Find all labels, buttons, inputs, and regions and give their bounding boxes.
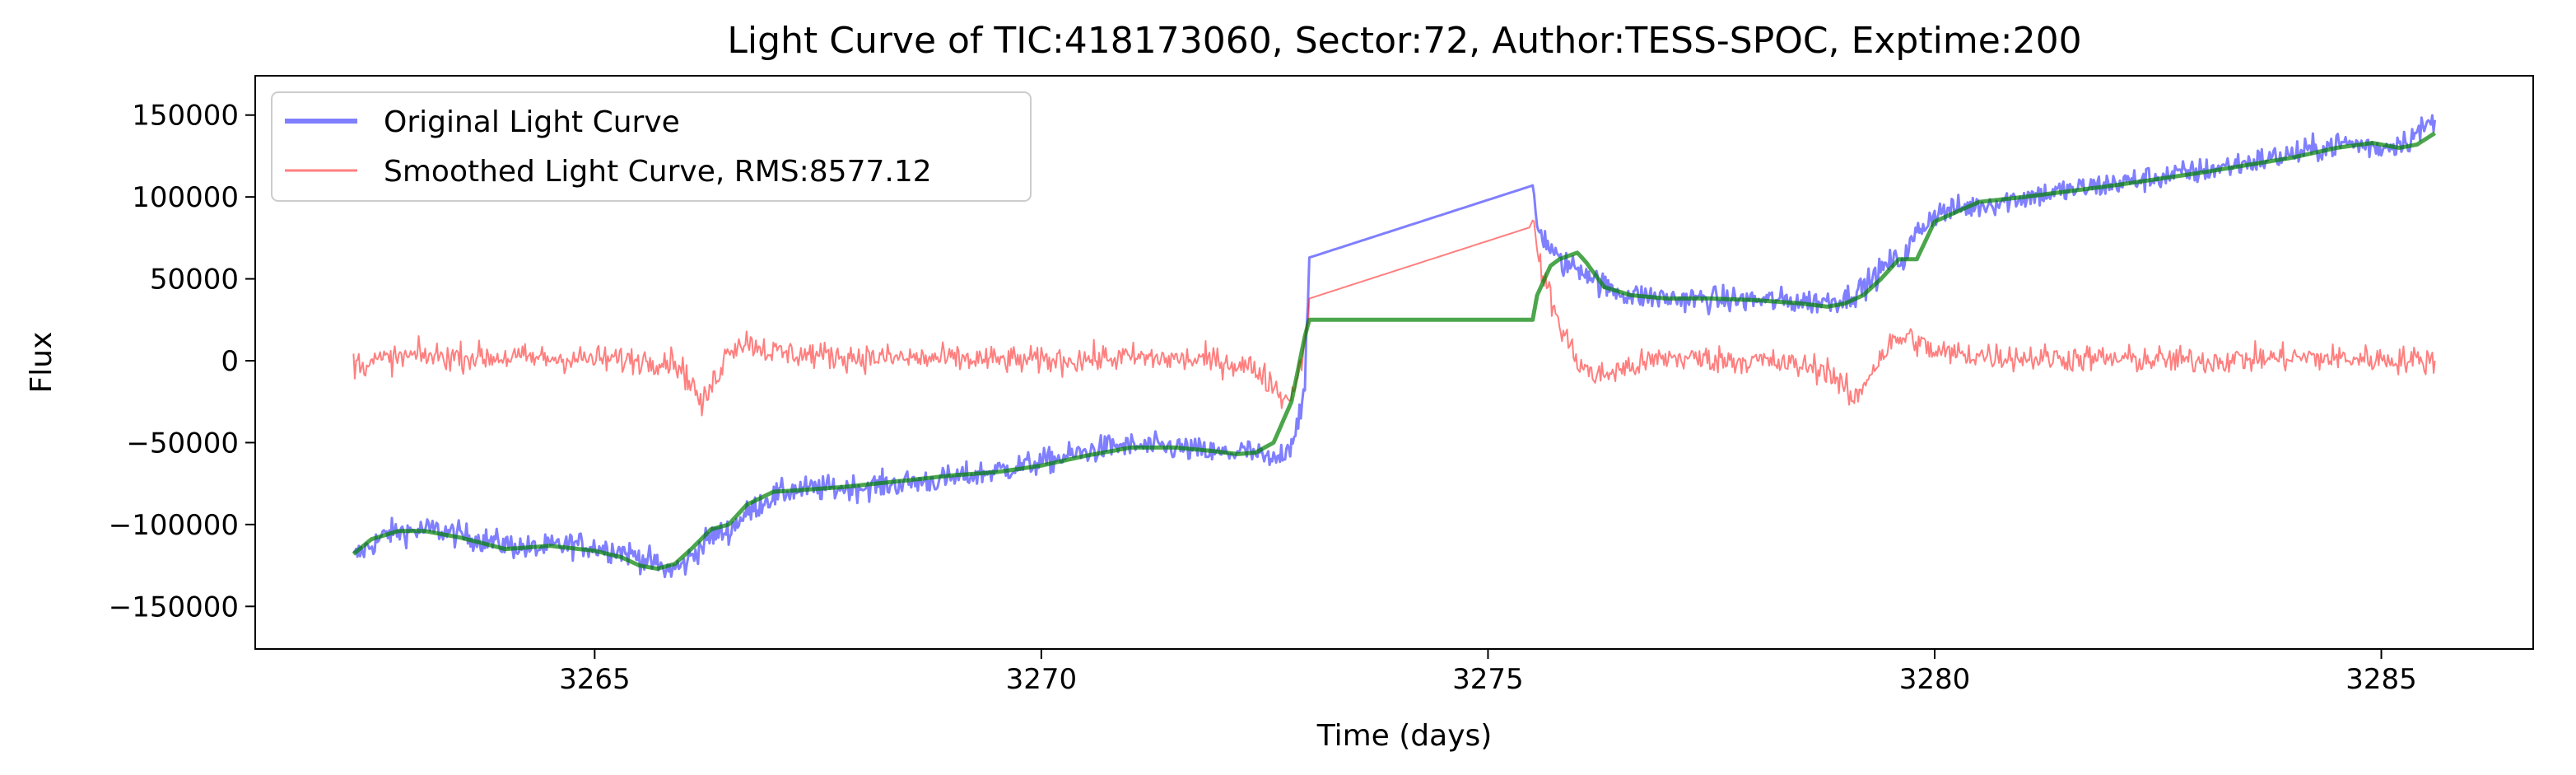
y-tick-label: −150000 <box>109 591 239 623</box>
chart-title: Light Curve of TIC:418173060, Sector:72,… <box>727 20 2081 62</box>
y-tick-label: 100000 <box>132 181 239 214</box>
y-tick-label: 50000 <box>150 264 239 296</box>
series-layer <box>352 114 2437 579</box>
series-smoothed-line <box>352 219 2436 417</box>
plot-frame <box>254 75 2534 650</box>
y-tick-label: −100000 <box>109 509 239 542</box>
y-axis-label: Flux <box>25 332 58 394</box>
legend: Original Light Curve Smoothed Light Curv… <box>271 91 1032 202</box>
x-axis-label: Time (days) <box>1316 719 1493 753</box>
x-tick-label: 3280 <box>1899 663 1971 696</box>
legend-box <box>271 91 1032 202</box>
x-tick-label: 3265 <box>559 663 631 696</box>
y-tick-label: 150000 <box>132 100 239 133</box>
x-tick-label: 3270 <box>1006 663 1078 696</box>
x-tick-label: 3285 <box>2345 663 2417 696</box>
y-axis-ticks: −150000 −100000 −50000 0 50000 100000 150000 <box>109 100 255 623</box>
x-tick-label: 3275 <box>1452 663 1524 696</box>
y-tick-label: −50000 <box>126 427 239 460</box>
x-axis-ticks: 3265 3270 3275 3280 3285 <box>559 649 2417 696</box>
legend-label-original: Original Light Curve <box>384 105 680 139</box>
y-tick-label: 0 <box>221 345 239 378</box>
legend-label-smoothed: Smoothed Light Curve, RMS:8577.12 <box>384 155 932 189</box>
series-fit-line <box>352 131 2436 572</box>
